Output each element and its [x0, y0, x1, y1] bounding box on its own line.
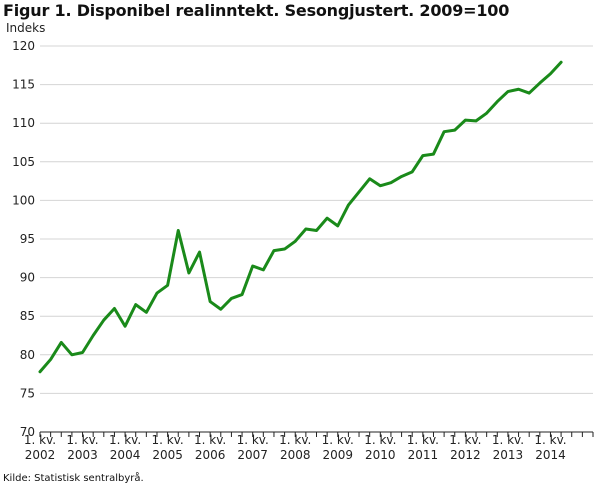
- y-tick-label: 120: [12, 39, 35, 53]
- x-tick-label-quarter: 1. kv.: [24, 433, 56, 447]
- y-tick-label: 75: [20, 386, 35, 400]
- x-tick-label-year: 2004: [110, 448, 141, 462]
- y-tick-label: 115: [12, 78, 35, 92]
- x-tick-label-quarter: 1. kv.: [534, 433, 566, 447]
- x-tick-label-quarter: 1. kv.: [449, 433, 481, 447]
- chart-title: Figur 1. Disponibel realinntekt. Sesongj…: [3, 1, 510, 20]
- data-point: [453, 128, 456, 132]
- data-point: [336, 224, 339, 228]
- data-point: [251, 264, 254, 268]
- x-tick-label-year: 2012: [450, 448, 481, 462]
- data-point: [421, 154, 425, 157]
- data-point: [91, 334, 95, 337]
- x-tick-label-year: 2006: [195, 448, 226, 462]
- y-tick-label: 70: [20, 425, 35, 439]
- data-point: [464, 118, 467, 122]
- x-tick-label-year: 2008: [280, 448, 311, 462]
- data-point: [304, 227, 308, 231]
- data-point: [549, 72, 552, 75]
- y-tick-label: 105: [12, 155, 35, 169]
- y-axis-ticks: 70 75 80 85 90 95 100 105 110 115 120: [12, 39, 35, 439]
- data-point: [219, 308, 222, 311]
- x-tick-label-year: 2014: [535, 448, 566, 462]
- x-tick-label-year: 2007: [237, 448, 268, 462]
- data-point: [49, 358, 52, 361]
- x-tick-label-year: 2010: [365, 448, 396, 462]
- data-point: [262, 268, 265, 272]
- x-tick-label-quarter: 1. kv.: [152, 433, 184, 447]
- x-tick-label-quarter: 1. kv.: [492, 433, 524, 447]
- data-point: [38, 370, 42, 373]
- y-tick-label: 85: [20, 309, 35, 323]
- y-tick-label: 110: [12, 116, 35, 130]
- data-point: [538, 81, 542, 85]
- data-point: [283, 247, 286, 251]
- x-tick-label-quarter: 1. kv.: [109, 433, 141, 447]
- x-tick-label-quarter: 1. kv.: [279, 433, 311, 447]
- data-point: [400, 175, 403, 178]
- source-note: Kilde: Statistisk sentralbyrå.: [3, 473, 144, 484]
- data-point: [145, 311, 148, 314]
- data-point: [230, 297, 233, 300]
- data-point: [325, 216, 329, 220]
- data-point: [198, 250, 201, 254]
- x-tick-label-year: 2003: [67, 448, 98, 462]
- y-tick-label: 80: [20, 348, 35, 362]
- data-point: [389, 181, 393, 184]
- data-point: [134, 303, 137, 306]
- data-point: [432, 152, 435, 156]
- data-point: [411, 170, 414, 174]
- data-point: [60, 341, 63, 344]
- data-point: [559, 61, 563, 64]
- data-point: [81, 351, 84, 354]
- y-tick-label: 90: [20, 271, 35, 285]
- x-tick-label-year: 2011: [408, 448, 439, 462]
- data-points: [38, 61, 563, 373]
- x-tick-label-year: 2005: [152, 448, 183, 462]
- data-point: [442, 130, 446, 133]
- x-tick-label-year: 2013: [493, 448, 524, 462]
- data-point: [496, 100, 499, 103]
- x-tick-label-year: 2002: [25, 448, 56, 462]
- gridlines: [40, 45, 593, 394]
- data-point: [347, 203, 350, 207]
- data-point: [294, 240, 297, 243]
- data-point: [70, 353, 74, 356]
- data-point: [506, 90, 510, 93]
- x-tick-label-quarter: 1. kv.: [322, 433, 354, 447]
- data-point: [113, 307, 116, 310]
- data-point: [166, 284, 169, 287]
- data-point: [155, 291, 159, 295]
- x-tick-label-quarter: 1. kv.: [194, 433, 226, 447]
- y-tick-label: 95: [20, 232, 35, 246]
- y-axis-label: Indeks: [6, 21, 45, 35]
- y-tick-label: 100: [12, 193, 35, 207]
- data-point: [527, 91, 531, 95]
- data-point: [102, 318, 106, 322]
- x-tick-label-quarter: 1. kv.: [237, 433, 269, 447]
- data-point: [272, 249, 276, 252]
- data-point: [379, 184, 382, 187]
- series-line: [38, 60, 563, 374]
- data-point: [240, 293, 244, 296]
- data-point: [123, 325, 127, 328]
- data-point: [357, 190, 361, 194]
- data-point: [187, 271, 191, 275]
- data-point: [517, 88, 520, 91]
- data-point: [177, 229, 180, 232]
- data-point: [485, 111, 488, 115]
- data-point: [208, 300, 212, 303]
- x-tick-label-quarter: 1. kv.: [407, 433, 439, 447]
- data-point: [474, 119, 478, 123]
- data-point: [368, 177, 371, 180]
- data-point: [315, 229, 318, 232]
- x-tick-label-quarter: 1. kv.: [66, 433, 98, 447]
- x-tick-label-quarter: 1. kv.: [364, 433, 396, 447]
- x-tick-label-year: 2009: [322, 448, 353, 462]
